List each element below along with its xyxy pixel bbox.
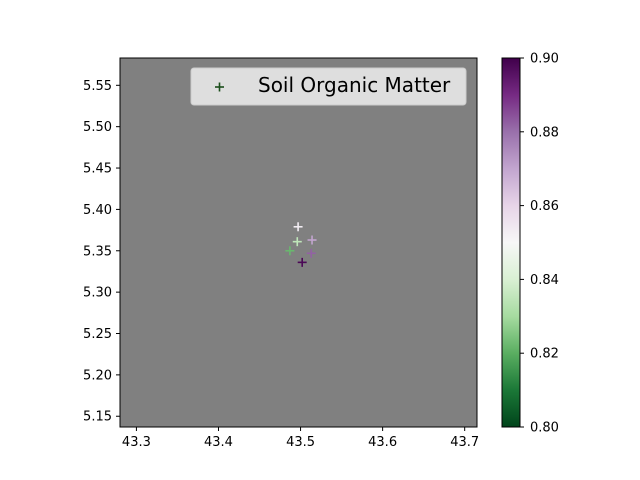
- colorbar-tick-label: 0.90: [530, 52, 559, 67]
- y-tick-label: 5.55: [83, 79, 112, 94]
- data-point: [292, 237, 302, 247]
- y-tick-label: 5.15: [83, 410, 112, 425]
- x-tick-label: 43.5: [286, 435, 315, 450]
- legend-marker-plus-icon: [215, 82, 224, 92]
- legend: Soil Organic Matter: [190, 67, 467, 106]
- data-points: [285, 222, 317, 267]
- colorbar-tick-label: 0.88: [530, 125, 559, 140]
- data-point: [293, 222, 303, 232]
- x-axis: 43.3 43.4 43.5 43.6 43.7: [122, 427, 479, 450]
- data-point: [285, 246, 295, 256]
- colorbar-tick-label: 0.86: [530, 199, 559, 214]
- data-point: [306, 248, 316, 258]
- x-tick-label: 43.6: [368, 435, 397, 450]
- y-tick-label: 5.40: [83, 203, 112, 218]
- plot-area: [120, 58, 477, 427]
- legend-label: Soil Organic Matter: [258, 73, 451, 97]
- data-point: [307, 235, 317, 245]
- colorbar-tick-label: 0.82: [530, 347, 559, 362]
- x-tick-label: 43.3: [122, 435, 151, 450]
- plot-frame: [119, 57, 478, 428]
- colorbar-tick-label: 0.80: [530, 421, 559, 436]
- colorbar-gradient: [501, 57, 521, 428]
- y-tick-label: 5.50: [83, 120, 112, 135]
- data-point: [297, 257, 307, 267]
- colorbar: 0.80 0.82 0.84 0.86 0.88 0.90: [501, 52, 559, 436]
- y-tick-label: 5.35: [83, 244, 112, 259]
- colorbar-tick-label: 0.84: [530, 273, 559, 288]
- y-tick-label: 5.30: [83, 286, 112, 301]
- legend-marker-glyph: [215, 82, 224, 92]
- colorbar-ticks: 0.80 0.82 0.84 0.86 0.88 0.90: [520, 52, 559, 436]
- x-tick-label: 43.4: [204, 435, 233, 450]
- y-tick-label: 5.25: [83, 327, 112, 342]
- y-tick-label: 5.45: [83, 162, 112, 177]
- legend-box: [190, 67, 467, 106]
- y-tick-label: 5.20: [83, 368, 112, 383]
- y-axis: 5.15 5.20 5.25 5.30 5.35 5.40 5.45 5.50 5.55: [83, 79, 120, 425]
- x-tick-label: 43.7: [450, 435, 479, 450]
